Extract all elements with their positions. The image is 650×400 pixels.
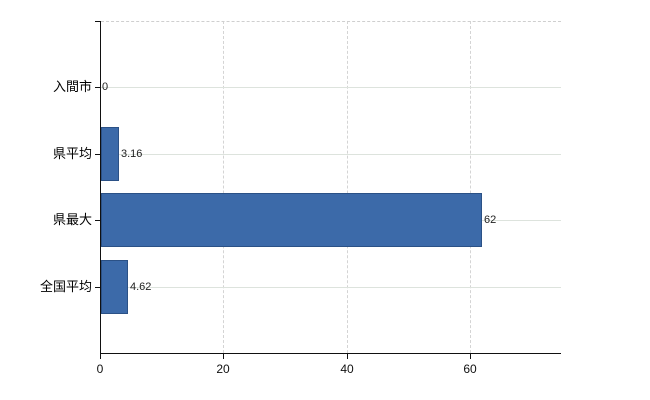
v-gridline — [469, 21, 471, 353]
v-gridline — [346, 21, 348, 353]
h-gridline — [101, 87, 561, 88]
y-tick-mark — [95, 154, 100, 155]
x-tick-label-3: 60 — [463, 362, 477, 376]
category-label-0: 入間市 — [52, 79, 92, 94]
h-gridline — [101, 287, 561, 288]
category-label-1: 県平均 — [52, 146, 92, 161]
value-label-3: 4.62 — [130, 281, 152, 293]
y-tick-mark — [95, 87, 100, 88]
x-tick-label-2: 40 — [340, 362, 354, 376]
plot-top-border — [101, 21, 561, 22]
h-gridline — [101, 154, 561, 155]
value-label-2: 62 — [484, 214, 497, 226]
category-label-3: 全国平均 — [39, 279, 92, 294]
y-tick-mark — [95, 220, 100, 221]
bar-3 — [101, 260, 128, 314]
x-tick-mark — [470, 354, 471, 359]
value-label-0: 0 — [102, 81, 109, 93]
x-tick-mark — [223, 354, 224, 359]
x-tick-label-0: 0 — [96, 362, 104, 376]
x-tick-mark — [100, 354, 101, 359]
category-label-2: 県最大 — [52, 212, 92, 227]
x-axis-line — [100, 353, 561, 354]
y-tick-mark — [95, 287, 100, 288]
y-axis-top-tick — [95, 21, 100, 22]
v-gridline — [223, 21, 225, 353]
bar-2 — [101, 193, 482, 247]
value-label-1: 3.16 — [121, 148, 143, 160]
bar-1 — [101, 127, 119, 181]
x-tick-label-1: 20 — [216, 362, 230, 376]
y-axis-line — [100, 21, 101, 353]
x-tick-mark — [347, 354, 348, 359]
